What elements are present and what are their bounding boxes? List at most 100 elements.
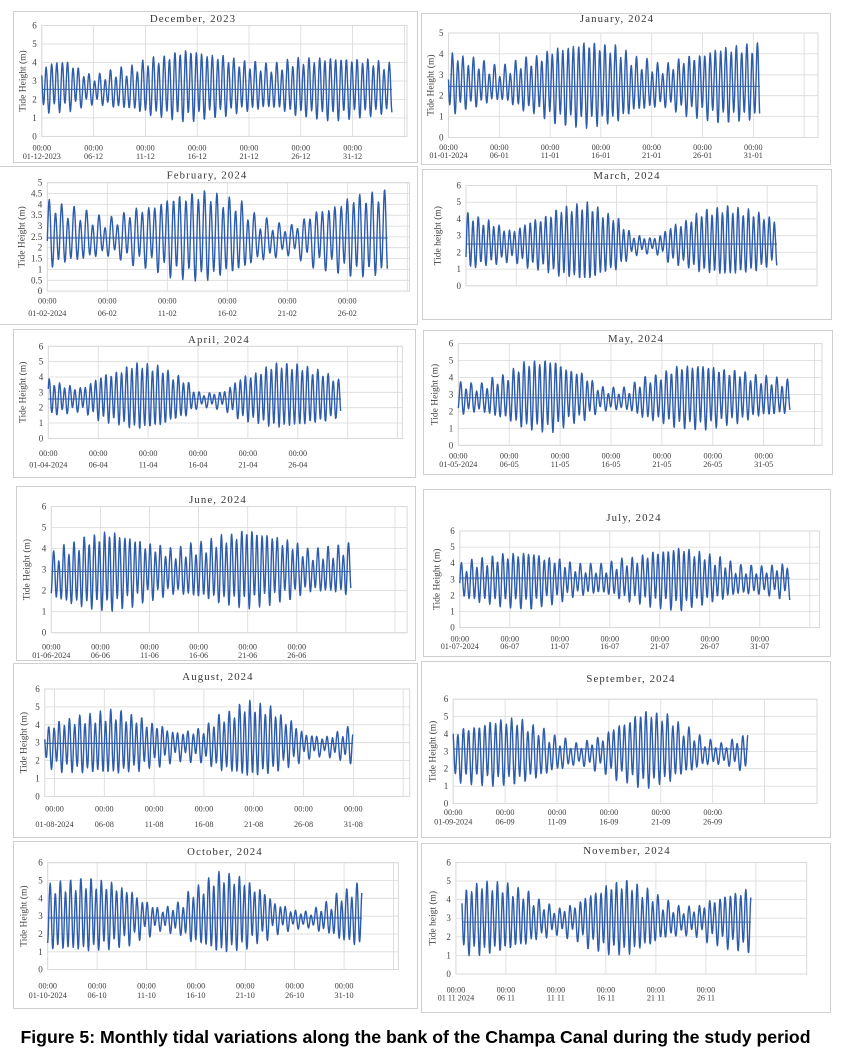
svg-text:00:00: 00:00 xyxy=(240,144,259,153)
svg-text:00:00: 00:00 xyxy=(195,804,214,813)
svg-text:6: 6 xyxy=(446,857,451,867)
svg-text:00:00: 00:00 xyxy=(551,451,570,460)
svg-text:01-01-2024: 01-01-2024 xyxy=(429,151,467,160)
svg-text:00:00: 00:00 xyxy=(291,144,310,153)
svg-text:00:00: 00:00 xyxy=(145,804,164,813)
svg-text:00:00: 00:00 xyxy=(343,144,362,153)
svg-text:01-02-2024: 01-02-2024 xyxy=(28,309,66,318)
svg-text:00:00: 00:00 xyxy=(600,634,619,643)
svg-text:Tide height (m): Tide height (m) xyxy=(433,206,444,265)
svg-text:00:00: 00:00 xyxy=(239,449,258,458)
svg-text:3: 3 xyxy=(446,913,451,923)
svg-text:Tide Height (m): Tide Height (m) xyxy=(18,362,29,423)
svg-text:00:00: 00:00 xyxy=(600,808,619,817)
svg-text:Tide Height (m): Tide Height (m) xyxy=(428,721,439,782)
svg-text:31-10: 31-10 xyxy=(335,991,354,1000)
svg-text:00:00: 00:00 xyxy=(218,296,237,305)
svg-text:00:00: 00:00 xyxy=(38,296,57,305)
svg-text:Tide Height (m): Tide Height (m) xyxy=(19,712,30,773)
svg-text:00:00: 00:00 xyxy=(500,451,519,460)
svg-text:0: 0 xyxy=(42,628,47,638)
svg-text:2: 2 xyxy=(450,590,455,600)
svg-text:00:00: 00:00 xyxy=(285,981,304,990)
svg-text:February, 2024: February, 2024 xyxy=(167,170,248,182)
svg-text:1: 1 xyxy=(32,113,37,123)
svg-text:4.5: 4.5 xyxy=(31,189,43,199)
svg-text:6: 6 xyxy=(38,858,43,868)
svg-text:5: 5 xyxy=(38,876,43,886)
svg-text:Tide Height (m): Tide Height (m) xyxy=(17,206,28,267)
svg-text:4: 4 xyxy=(457,214,462,224)
svg-text:01-09-2024: 01-09-2024 xyxy=(434,817,472,826)
svg-text:21-01: 21-01 xyxy=(642,151,661,160)
svg-text:26-08: 26-08 xyxy=(294,820,313,829)
svg-text:21-09: 21-09 xyxy=(651,817,670,826)
svg-text:2.5: 2.5 xyxy=(31,232,43,242)
svg-text:6: 6 xyxy=(444,694,449,704)
svg-text:2: 2 xyxy=(32,94,37,104)
svg-text:06-09: 06-09 xyxy=(496,817,515,826)
svg-text:00:00: 00:00 xyxy=(32,144,51,153)
svg-text:16-04: 16-04 xyxy=(188,460,207,469)
svg-text:00:00: 00:00 xyxy=(189,449,208,458)
svg-text:4: 4 xyxy=(38,199,43,209)
svg-text:00:00: 00:00 xyxy=(287,642,306,651)
svg-text:11-09: 11-09 xyxy=(548,817,567,826)
svg-text:00:00: 00:00 xyxy=(244,804,263,813)
svg-text:0: 0 xyxy=(32,131,37,141)
svg-text:00:00: 00:00 xyxy=(550,634,569,643)
svg-text:11-05: 11-05 xyxy=(551,460,570,469)
svg-text:31-05: 31-05 xyxy=(754,460,773,469)
svg-text:1: 1 xyxy=(457,264,462,274)
svg-text:00:00: 00:00 xyxy=(449,451,468,460)
svg-text:4: 4 xyxy=(38,893,43,903)
svg-text:21-04: 21-04 xyxy=(238,460,257,469)
svg-text:31-08: 31-08 xyxy=(344,820,363,829)
svg-text:00:00: 00:00 xyxy=(744,143,763,152)
svg-text:00:00: 00:00 xyxy=(91,642,110,651)
svg-text:5: 5 xyxy=(450,542,455,552)
svg-text:16-02: 16-02 xyxy=(218,309,237,318)
svg-text:00:00: 00:00 xyxy=(88,981,107,990)
svg-text:5: 5 xyxy=(457,197,462,207)
svg-text:0: 0 xyxy=(35,791,40,801)
svg-text:00:00: 00:00 xyxy=(338,296,357,305)
svg-text:3: 3 xyxy=(42,565,47,575)
svg-text:6: 6 xyxy=(449,339,454,349)
svg-text:3: 3 xyxy=(35,738,40,748)
svg-text:00:00: 00:00 xyxy=(98,296,117,305)
svg-text:1: 1 xyxy=(444,781,449,791)
svg-text:1: 1 xyxy=(42,607,47,617)
svg-text:1.5: 1.5 xyxy=(31,254,43,264)
svg-text:4: 4 xyxy=(35,720,40,730)
svg-text:6: 6 xyxy=(39,341,44,351)
svg-text:5: 5 xyxy=(444,712,449,722)
svg-text:01-12-2023: 01-12-2023 xyxy=(23,152,61,161)
svg-text:16-09: 16-09 xyxy=(599,817,618,826)
svg-text:3: 3 xyxy=(39,387,44,397)
svg-text:01-10-2024: 01-10-2024 xyxy=(29,991,67,1000)
svg-text:0: 0 xyxy=(457,281,462,291)
svg-text:16 11: 16 11 xyxy=(597,993,615,1002)
svg-text:00:00: 00:00 xyxy=(651,808,670,817)
svg-text:0: 0 xyxy=(439,133,444,143)
svg-text:0: 0 xyxy=(449,440,454,450)
svg-text:11-10: 11-10 xyxy=(137,991,156,1000)
svg-text:21-07: 21-07 xyxy=(650,642,669,651)
svg-text:01-06-2024: 01-06-2024 xyxy=(32,651,70,660)
svg-text:January, 2024: January, 2024 xyxy=(580,13,654,25)
svg-text:2: 2 xyxy=(39,403,44,413)
svg-text:3: 3 xyxy=(38,911,43,921)
svg-text:00:00: 00:00 xyxy=(703,808,722,817)
svg-text:11-04: 11-04 xyxy=(139,460,158,469)
svg-text:00:00: 00:00 xyxy=(490,143,509,152)
svg-text:11-12: 11-12 xyxy=(136,152,155,161)
svg-text:00:00: 00:00 xyxy=(95,804,114,813)
svg-text:21-06: 21-06 xyxy=(238,651,257,660)
svg-text:31-12: 31-12 xyxy=(343,152,362,161)
svg-text:September, 2024: September, 2024 xyxy=(586,673,675,685)
svg-text:11-02: 11-02 xyxy=(158,309,177,318)
svg-text:00:00: 00:00 xyxy=(344,804,363,813)
svg-text:4: 4 xyxy=(450,558,455,568)
svg-text:3: 3 xyxy=(444,746,449,756)
